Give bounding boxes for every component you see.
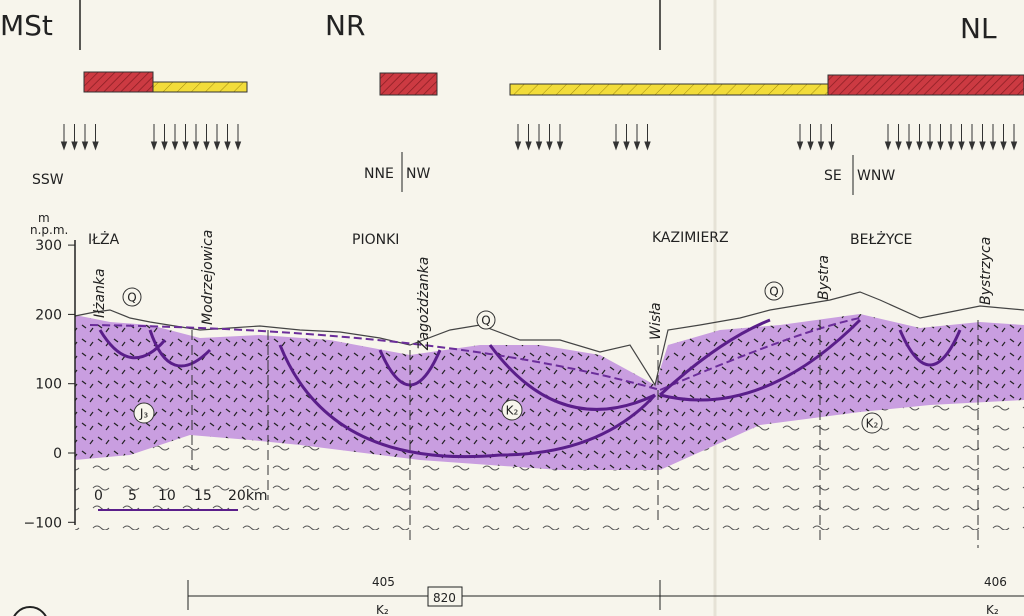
arrow-head (644, 141, 651, 151)
arrow-head (916, 141, 923, 151)
arrow-head (161, 141, 168, 151)
arrow-head (150, 141, 158, 151)
tick-label: −100 (24, 515, 62, 531)
scale-label: 10 (158, 488, 176, 504)
arrow-head (81, 141, 89, 151)
footer-value: 405 (372, 575, 395, 589)
arrow-head (905, 141, 913, 151)
direction: WNW (857, 168, 895, 184)
tick-label: 300 (35, 238, 62, 254)
unit: Q (481, 314, 490, 328)
chalk-aquifer (75, 314, 1024, 470)
arrow-head (1010, 141, 1018, 151)
arrow-head (546, 141, 553, 151)
arrow-head (224, 141, 231, 151)
arrow-head (968, 141, 976, 151)
unit: Q (127, 291, 136, 305)
arrow-head (796, 141, 804, 151)
arrow-head (213, 141, 221, 151)
axis-unit: m (38, 211, 50, 225)
scale-label: 20km (228, 488, 268, 504)
region: NL (960, 12, 997, 45)
footer-value: 820 (433, 591, 456, 605)
arrow-head (1000, 141, 1007, 151)
scale-label: 5 (128, 488, 137, 504)
arrow-head (989, 141, 997, 151)
arrow-head (60, 141, 68, 151)
footer-unit: K₂ (376, 603, 389, 616)
arrow-head (92, 141, 99, 151)
river: Modrzejowica (200, 230, 216, 325)
arrow-head (958, 141, 965, 151)
unit: K₂ (506, 404, 519, 418)
unit: Q (769, 285, 778, 299)
direction: NW (406, 166, 430, 182)
river: Iłżanka (92, 268, 108, 318)
arrow-head (71, 141, 78, 151)
direction: NNE (364, 166, 394, 182)
river: Bystrzyca (978, 237, 994, 305)
arrow-head (203, 141, 210, 151)
direction: SSW (32, 172, 64, 188)
unit: J₃ (139, 407, 149, 421)
arrow-head (612, 141, 620, 151)
arrow-head (926, 141, 934, 151)
arrow-head (623, 141, 630, 151)
arrow-head (171, 141, 179, 151)
scale-label: 0 (94, 488, 103, 504)
footer-value: 406 (984, 575, 1007, 589)
arrow-head (182, 141, 189, 151)
place: PIONKI (352, 232, 399, 248)
scale-label: 15 (194, 488, 212, 504)
tick-label: 100 (35, 377, 62, 393)
arrow-head (514, 141, 522, 151)
region: NR (325, 9, 365, 42)
axis-unit: n.p.m. (30, 223, 68, 237)
arrow-head (633, 141, 641, 151)
place: BEŁŻYCE (850, 230, 912, 248)
river: Bystra (816, 255, 832, 300)
arrow-head (884, 141, 892, 151)
arrow-head (947, 141, 955, 151)
arrow-head (192, 141, 200, 151)
arrow-head (895, 141, 902, 151)
river: Wisła (648, 302, 664, 340)
arrow-head (979, 141, 986, 151)
arrow-head (234, 141, 242, 151)
tick-label: 200 (35, 307, 62, 323)
unit: K₂ (866, 417, 879, 431)
region: MSt (0, 9, 53, 42)
river: Zagożdżanka (416, 257, 432, 351)
arrow-head (807, 141, 814, 151)
footer-unit: K₂ (986, 603, 999, 616)
tick-label: 0 (53, 446, 62, 462)
arrow-head (556, 141, 564, 151)
arrow-head (817, 141, 825, 151)
arrow-head (937, 141, 944, 151)
arrow-head (525, 141, 532, 151)
direction: SE (824, 168, 842, 184)
arrow-head (828, 141, 835, 151)
place: IŁŻA (88, 230, 120, 248)
place: KAZIMIERZ (652, 230, 729, 246)
arrow-head (535, 141, 543, 151)
